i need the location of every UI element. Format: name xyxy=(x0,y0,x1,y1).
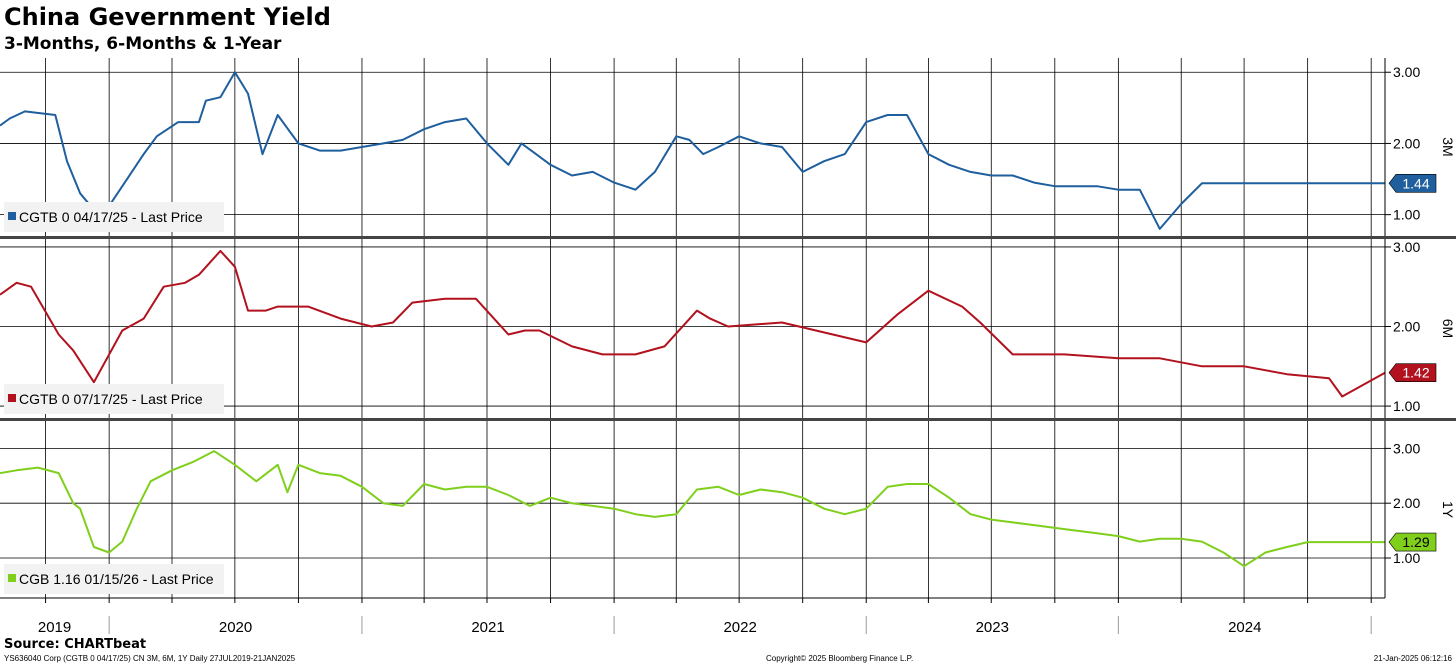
chart-subtitle: 3-Months, 6-Months & 1-Year xyxy=(4,34,282,54)
legend-swatch xyxy=(8,574,16,582)
timestamp-text: 21-Jan-2025 06:12:16 xyxy=(1374,654,1453,663)
last-value-badge xyxy=(1388,363,1437,382)
panel-label: 1Y xyxy=(1440,501,1456,519)
y-tick-label: 1.00 xyxy=(1393,550,1420,566)
panel-label: 3M xyxy=(1440,137,1456,156)
ticker-info: YS636040 Corp (CGTB 0 04/17/25) CN 3M, 6… xyxy=(4,654,296,663)
x-tick-label: 2022 xyxy=(723,619,756,636)
x-tick-label: 2023 xyxy=(976,619,1009,636)
x-tick-label: 2024 xyxy=(1228,619,1261,636)
y-tick-label: 2.00 xyxy=(1393,319,1420,335)
series-line-6m xyxy=(0,249,1386,398)
legend-box xyxy=(4,202,224,232)
last-value-label: 1.42 xyxy=(1402,365,1429,381)
x-tick-label: 2021 xyxy=(471,619,504,636)
panel-divider xyxy=(0,236,1456,239)
y-tick-label: 3.00 xyxy=(1393,239,1420,255)
last-value-badge xyxy=(1388,532,1437,552)
last-value-label: 1.44 xyxy=(1402,175,1429,191)
x-tick-label: 2019 xyxy=(38,619,71,636)
axis-layer: 3.00 2.00 1.00 1.44 3M CGTB 0 04/17/25 - Last… xyxy=(0,58,1456,636)
panel-divider xyxy=(0,418,1456,421)
chart-title: China Gevernment Yield xyxy=(4,3,331,31)
last-value-label: 1.29 xyxy=(1402,534,1429,550)
series-layer xyxy=(0,71,1386,568)
legend-label: CGB 1.16 01/15/26 - Last Price xyxy=(19,571,214,587)
y-tick-label: 2.00 xyxy=(1393,135,1420,151)
legend-label: CGTB 0 07/17/25 - Last Price xyxy=(19,391,203,407)
y-tick-label: 2.00 xyxy=(1393,495,1420,511)
legend-label: CGTB 0 04/17/25 - Last Price xyxy=(19,209,203,225)
grid-layer xyxy=(0,58,1385,598)
y-tick-label: 1.00 xyxy=(1393,207,1420,223)
y-tick-label: 3.00 xyxy=(1393,440,1420,456)
legend-box xyxy=(4,564,224,594)
y-tick-label: 3.00 xyxy=(1393,64,1420,80)
copyright-text: Copyright© 2025 Bloomberg Finance L.P. xyxy=(766,654,913,663)
source-label: Source: CHARTbeat xyxy=(4,637,146,652)
last-value-badge xyxy=(1388,174,1437,193)
legend-swatch xyxy=(8,212,16,220)
x-tick-label: 2020 xyxy=(219,619,252,636)
legend-swatch xyxy=(8,394,16,402)
series-line-3m xyxy=(0,71,1385,230)
legend-box xyxy=(4,384,224,414)
series-line-1y xyxy=(0,450,1385,568)
panel-label: 6M xyxy=(1440,319,1456,338)
y-tick-label: 1.00 xyxy=(1393,398,1420,414)
